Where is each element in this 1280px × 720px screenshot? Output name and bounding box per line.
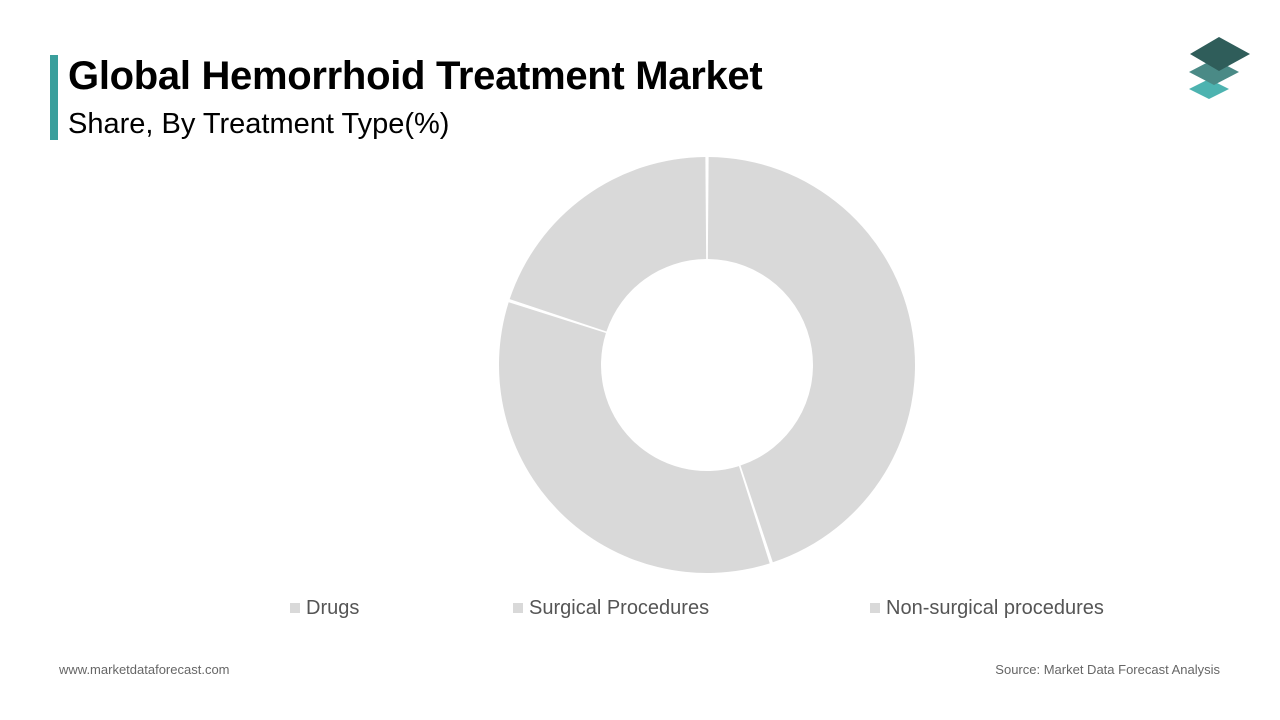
- source-note: Source: Market Data Forecast Analysis: [995, 662, 1220, 677]
- website-url: www.marketdataforecast.com: [59, 662, 230, 677]
- page-title: Global Hemorrhoid Treatment Market: [68, 54, 763, 98]
- legend-item: Drugs: [290, 595, 359, 621]
- legend-label: Non-surgical procedures: [886, 596, 1104, 619]
- logo-layer-bottom: [1189, 79, 1229, 99]
- legend-item: Surgical Procedures: [513, 595, 709, 621]
- page-subtitle: Share, By Treatment Type(%): [68, 108, 450, 140]
- donut-slice-drugs: [707, 157, 916, 563]
- legend-swatch: [290, 603, 300, 613]
- legend-swatch: [513, 603, 523, 613]
- legend-item: Non-surgical procedures: [870, 595, 1104, 621]
- legend-label: Surgical Procedures: [529, 596, 710, 619]
- legend-label: Drugs: [306, 596, 360, 619]
- logo-layer-top: [1190, 37, 1250, 71]
- stacked-layers-icon: [1189, 37, 1250, 99]
- chart-legend: Drugs Surgical Procedures Non-surgical pro…: [0, 595, 1280, 621]
- title-accent-bar: [50, 55, 58, 140]
- donut-slice-surgical-procedures: [499, 302, 770, 573]
- legend-swatch: [870, 603, 880, 613]
- donut-slice-non-surgical-procedures: [509, 157, 707, 332]
